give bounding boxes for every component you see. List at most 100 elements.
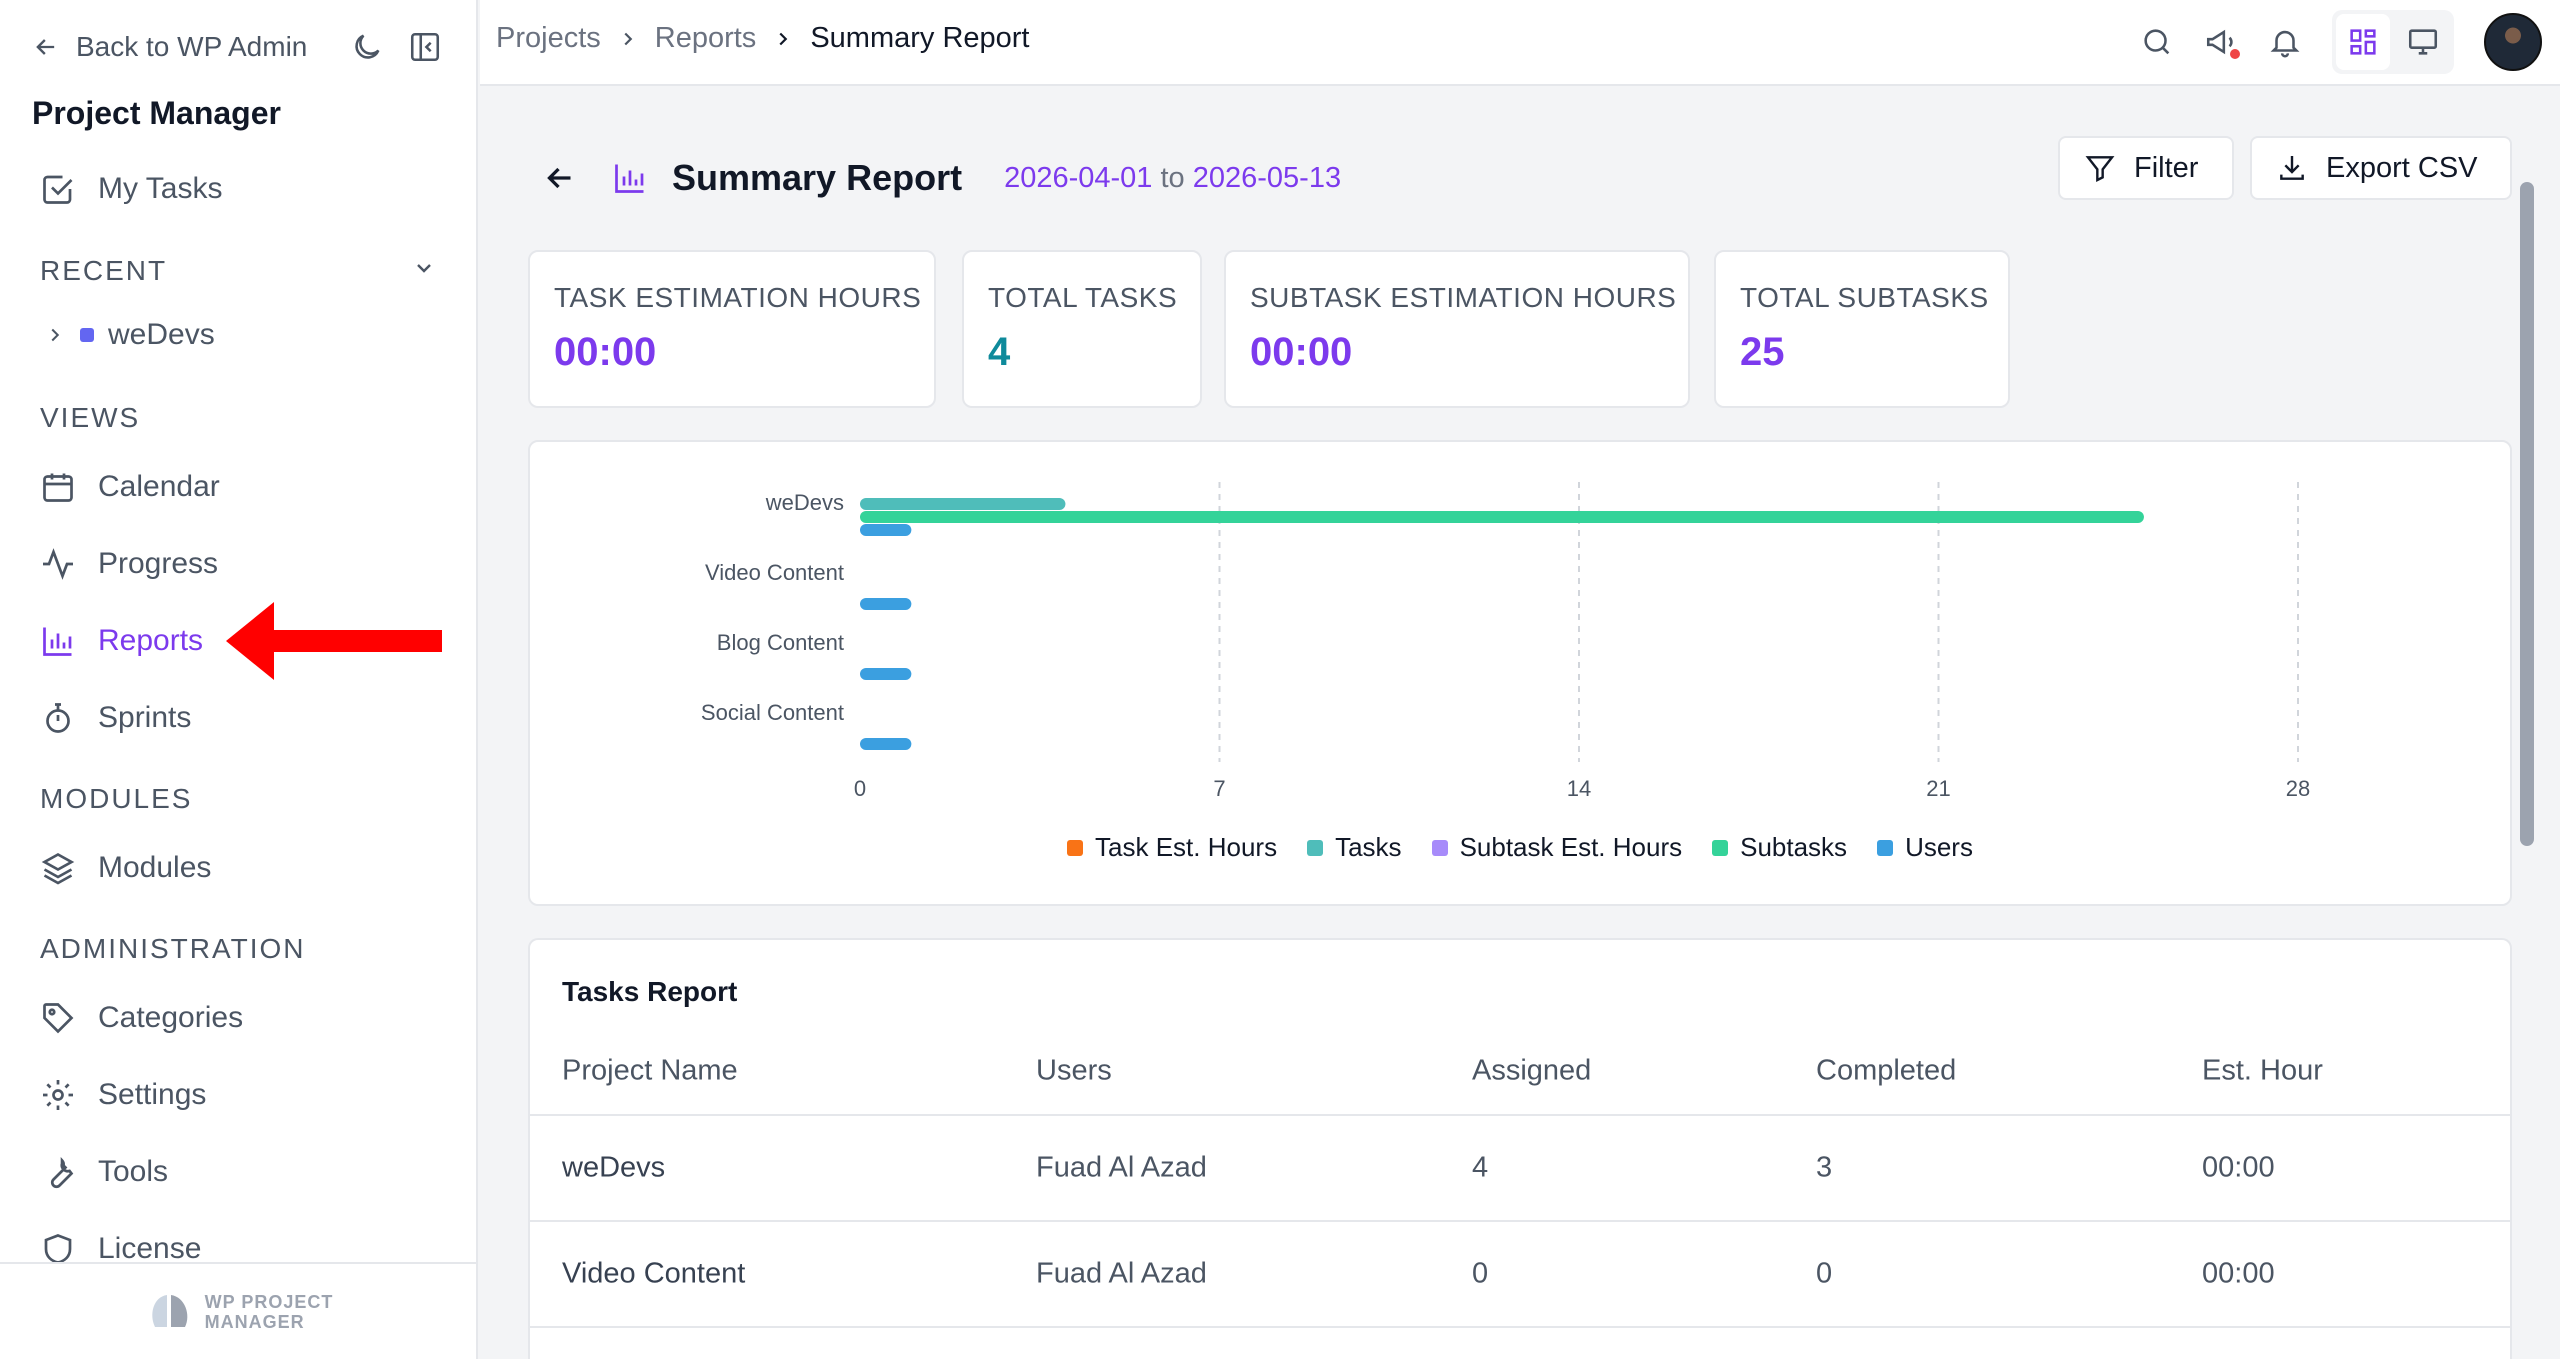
bar-chart-icon <box>615 164 644 193</box>
nav-label: Sprints <box>98 701 192 734</box>
calendar-icon <box>43 473 73 502</box>
filter-button[interactable]: Filter <box>2058 136 2234 200</box>
section-modules: MODULES <box>40 783 193 814</box>
tasks-report-title: Tasks Report <box>562 976 738 1007</box>
legend-label: Subtask Est. Hours <box>1459 832 1683 862</box>
breadcrumb-projects[interactable]: Projects <box>496 22 601 54</box>
breadcrumb-reports[interactable]: Reports <box>654 22 757 54</box>
nav-reports[interactable]: Reports <box>40 615 203 667</box>
nav-tools[interactable]: Tools <box>40 1146 168 1198</box>
avatar[interactable] <box>2484 13 2542 71</box>
recent-project-wedevs[interactable]: weDevs <box>44 318 215 352</box>
bar-users[interactable] <box>860 738 912 750</box>
bar-subtasks[interactable] <box>860 511 2144 523</box>
nav-my-tasks[interactable]: My Tasks <box>40 163 222 215</box>
cell-assigned: 4 <box>1472 1151 1489 1184</box>
project-label: weDevs <box>108 318 215 351</box>
nav-categories[interactable]: Categories <box>40 992 243 1044</box>
bar-tasks[interactable] <box>860 498 1066 510</box>
wp-project-manager-logo <box>151 1294 187 1327</box>
column-header-assigned: Assigned <box>1472 1054 1592 1087</box>
stat-value: 00:00 <box>554 330 657 374</box>
nav-settings[interactable]: Settings <box>40 1069 206 1121</box>
y-category-label: Video Content <box>705 560 844 585</box>
chevron-down-icon[interactable] <box>412 256 436 280</box>
app-title: Project Manager <box>32 95 281 131</box>
back-to-wp-admin-link[interactable]: Back to WP Admin <box>32 31 307 63</box>
checkbox-icon <box>43 175 73 204</box>
wrench-icon <box>50 1156 74 1189</box>
bell-icon[interactable] <box>2268 25 2302 59</box>
x-tick-label: 14 <box>1567 776 1591 801</box>
back-arrow-icon[interactable] <box>542 160 578 196</box>
table-header: Project Name Users Assigned Completed Es… <box>530 1036 2510 1106</box>
nav-label: My Tasks <box>98 172 223 205</box>
nav-label: License <box>98 1232 202 1265</box>
legend-swatch <box>1307 839 1324 856</box>
chevron-right-icon[interactable] <box>44 324 66 346</box>
announcement-button[interactable] <box>2204 25 2240 59</box>
page-title: Summary Report <box>672 157 963 198</box>
filter-label: Filter <box>2134 151 2199 184</box>
legend-swatch <box>1431 839 1448 856</box>
nav-sprints[interactable]: Sprints <box>40 692 191 744</box>
legend-swatch <box>1877 839 1894 856</box>
grid-view-button[interactable] <box>2336 14 2390 70</box>
legend-item[interactable]: Tasks <box>1307 832 1402 863</box>
nav-label: Categories <box>98 1001 244 1034</box>
nav-license[interactable]: License <box>40 1223 201 1275</box>
legend-item[interactable]: Task Est. Hours <box>1067 832 1277 863</box>
legend-item[interactable]: Subtasks <box>1712 832 1847 863</box>
cell-users: Fuad Al Azad <box>1036 1151 1207 1184</box>
download-icon <box>2280 156 2304 180</box>
date-range: 2026-04-01 to 2026-05-13 <box>1004 162 1341 195</box>
stat-card-task-estimation-hours: TASK ESTIMATION HOURS 00:00 <box>528 250 936 408</box>
legend-label: Tasks <box>1335 832 1402 862</box>
summary-chart-card: 0 7 14 21 28 weDevs Video Content Blog Content S… <box>528 440 2512 906</box>
bar-users[interactable] <box>860 598 912 610</box>
search-icon[interactable] <box>2140 25 2174 59</box>
project-color-dot <box>80 328 94 342</box>
nav-label: Tools <box>98 1155 169 1188</box>
nav-label: Settings <box>98 1078 207 1111</box>
moon-icon[interactable] <box>350 30 384 64</box>
grid-icon <box>2350 29 2376 55</box>
stat-value: 25 <box>1740 330 1785 374</box>
summary-bar-chart: 0 7 14 21 28 weDevs Video Content Blog Content S… <box>701 482 2310 801</box>
legend-item[interactable]: Subtask Est. Hours <box>1431 832 1683 863</box>
date-to[interactable]: 2026-05-13 <box>1192 161 1342 194</box>
x-tick-label: 28 <box>2286 776 2310 801</box>
section-recent: RECENT <box>40 255 168 286</box>
stat-label: TOTAL TASKS <box>988 282 1178 313</box>
back-label: Back to WP Admin <box>76 31 308 62</box>
legend-item[interactable]: Users <box>1877 832 1973 863</box>
cell-users: Fuad Al Azad <box>1036 1257 1207 1290</box>
bar-users[interactable] <box>860 524 912 536</box>
stopwatch-icon <box>46 703 70 733</box>
stat-label: TOTAL SUBTASKS <box>1740 282 1989 313</box>
collapse-sidebar-icon[interactable] <box>408 30 442 64</box>
gear-icon <box>43 1080 73 1110</box>
nav-progress[interactable]: Progress <box>40 538 218 590</box>
breadcrumb: Projects Reports Summary Report <box>496 22 1029 55</box>
date-separator: to <box>1160 161 1185 194</box>
scrollbar[interactable] <box>2520 182 2534 846</box>
desktop-view-button[interactable] <box>2396 14 2450 70</box>
cell-est-hour: 00:00 <box>2202 1151 2275 1184</box>
export-csv-button[interactable]: Export CSV <box>2250 136 2512 200</box>
bar-users[interactable] <box>860 668 912 680</box>
legend-label: Users <box>1905 832 1973 862</box>
cell-project-name: weDevs <box>562 1151 666 1184</box>
nav-calendar[interactable]: Calendar <box>40 461 220 513</box>
legend-label: Subtasks <box>1740 832 1848 862</box>
column-header-users: Users <box>1036 1054 1112 1087</box>
cell-assigned: 0 <box>1472 1257 1489 1290</box>
legend-label: Task Est. Hours <box>1095 832 1278 862</box>
section-views: VIEWS <box>40 402 141 433</box>
nav-label: Reports <box>98 624 204 657</box>
date-from[interactable]: 2026-04-01 <box>1004 161 1153 194</box>
nav-modules[interactable]: Modules <box>40 842 211 894</box>
sidebar-top: Back to WP Admin <box>32 26 442 68</box>
stat-value: 00:00 <box>1250 330 1353 374</box>
megaphone-icon <box>2206 29 2233 55</box>
